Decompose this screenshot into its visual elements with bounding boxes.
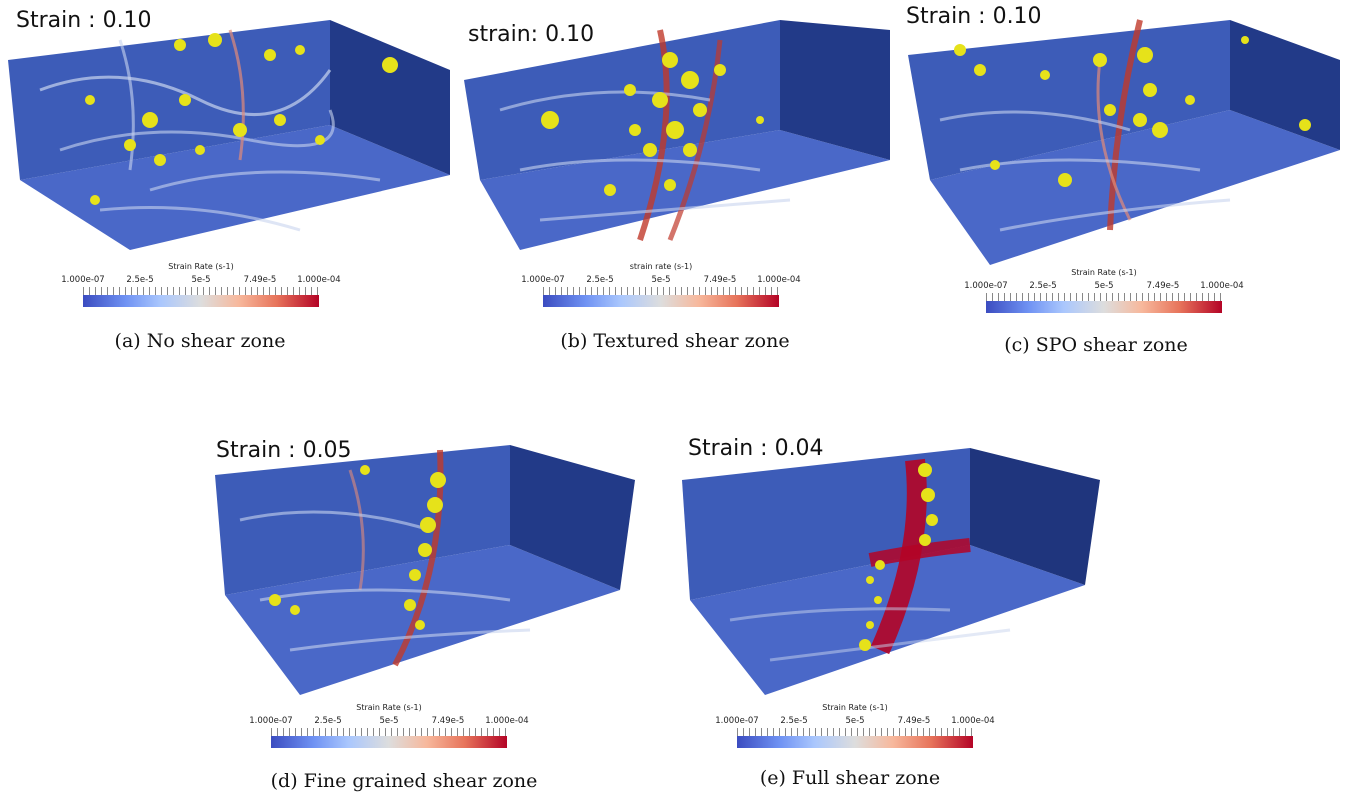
colorbar-tick: 1.000e-04 [757, 275, 801, 285]
colorbar-tick: 7.49e-5 [897, 716, 931, 726]
colorbar-ticks [986, 293, 1222, 301]
panel-c: Strain : 0.10 Strain Rate (s-1) 1.000e-0… [900, 0, 1347, 360]
colorbar-title: Strain Rate (s-1) [822, 703, 888, 712]
colorbar: Strain Rate (s-1) 1.000e-07 2.5e-5 5e-5 … [60, 262, 341, 312]
colorbar-tick: 1.000e-07 [964, 281, 1008, 291]
colorbar-tick: 1.000e-04 [485, 716, 529, 726]
colorbar-title: Strain Rate (s-1) [356, 703, 422, 712]
panel-b: strain: 0.10 strain rate (s-1) 1.000e-07… [460, 0, 900, 360]
strain-rate-render [215, 445, 635, 695]
colorbar-tick: 2.5e-5 [586, 275, 614, 285]
strain-rate-render [682, 448, 1100, 695]
colorbar-tick: 1.000e-07 [715, 716, 759, 726]
colorbar-title: strain rate (s-1) [629, 262, 693, 271]
panel-d: Strain : 0.05 Strain Rate (s-1) 1.000e-0… [200, 420, 650, 795]
colorbar-tick: 7.49e-5 [431, 716, 465, 726]
colorbar-ticks [83, 287, 319, 295]
figure-caption: (a) No shear zone [114, 330, 286, 352]
colorbar-tick: 7.49e-5 [243, 275, 277, 285]
colorbar: Strain Rate (s-1) 1.000e-07 2.5e-5 5e-5 … [963, 268, 1244, 318]
figure-caption: (e) Full shear zone [759, 767, 941, 789]
panel-a: Strain : 0.10 Strain Rate (s-1) 1.000e-0… [0, 0, 460, 360]
colorbar-tick: 2.5e-5 [126, 275, 154, 285]
panel-e: Strain : 0.04 Strain Rate (s-1) 1.000e-0… [670, 420, 1120, 795]
colorbar: Strain Rate (s-1) 1.000e-07 2.5e-5 5e-5 … [248, 703, 529, 753]
strain-rate-render [464, 20, 890, 250]
colorbar-tick: 2.5e-5 [314, 716, 342, 726]
colorbar-tick: 1.000e-07 [249, 716, 293, 726]
strain-label: Strain : 0.10 [16, 8, 152, 33]
colorbar-gradient [737, 736, 973, 748]
strain-label: Strain : 0.04 [688, 436, 824, 461]
colorbar-ticks [543, 287, 779, 295]
colorbar-gradient [271, 736, 507, 748]
colorbar-ticks [737, 728, 973, 736]
colorbar-gradient [543, 295, 779, 307]
strain-label: strain: 0.10 [468, 22, 595, 47]
colorbar-tick: 2.5e-5 [780, 716, 808, 726]
colorbar-tick: 1.000e-04 [1200, 281, 1244, 291]
colorbar-tick: 5e-5 [1094, 281, 1114, 291]
colorbar-tick: 5e-5 [845, 716, 865, 726]
colorbar-tick: 7.49e-5 [1146, 281, 1180, 291]
colorbar-title: Strain Rate (s-1) [168, 262, 234, 271]
colorbar-tick: 5e-5 [651, 275, 671, 285]
colorbar: strain rate (s-1) 1.000e-07 2.5e-5 5e-5 … [520, 262, 801, 312]
colorbar-tick: 5e-5 [191, 275, 211, 285]
strain-rate-render [8, 20, 450, 250]
strain-rate-render [908, 19, 1340, 265]
strain-label: Strain : 0.05 [216, 438, 352, 463]
colorbar-tick: 1.000e-07 [61, 275, 105, 285]
strain-label: Strain : 0.10 [906, 4, 1042, 29]
colorbar-tick: 1.000e-04 [297, 275, 341, 285]
colorbar-ticks [271, 728, 507, 736]
colorbar-tick: 1.000e-07 [521, 275, 565, 285]
colorbar-gradient [83, 295, 319, 307]
colorbar: Strain Rate (s-1) 1.000e-07 2.5e-5 5e-5 … [714, 703, 995, 753]
colorbar-tick: 1.000e-04 [951, 716, 995, 726]
figure-caption: (c) SPO shear zone [1004, 334, 1188, 356]
figure-caption: (d) Fine grained shear zone [270, 770, 538, 792]
colorbar-tick: 5e-5 [379, 716, 399, 726]
colorbar-tick: 7.49e-5 [703, 275, 737, 285]
colorbar-gradient [986, 301, 1222, 313]
colorbar-tick: 2.5e-5 [1029, 281, 1057, 291]
colorbar-title: Strain Rate (s-1) [1071, 268, 1137, 277]
figure-caption: (b) Textured shear zone [560, 330, 790, 352]
